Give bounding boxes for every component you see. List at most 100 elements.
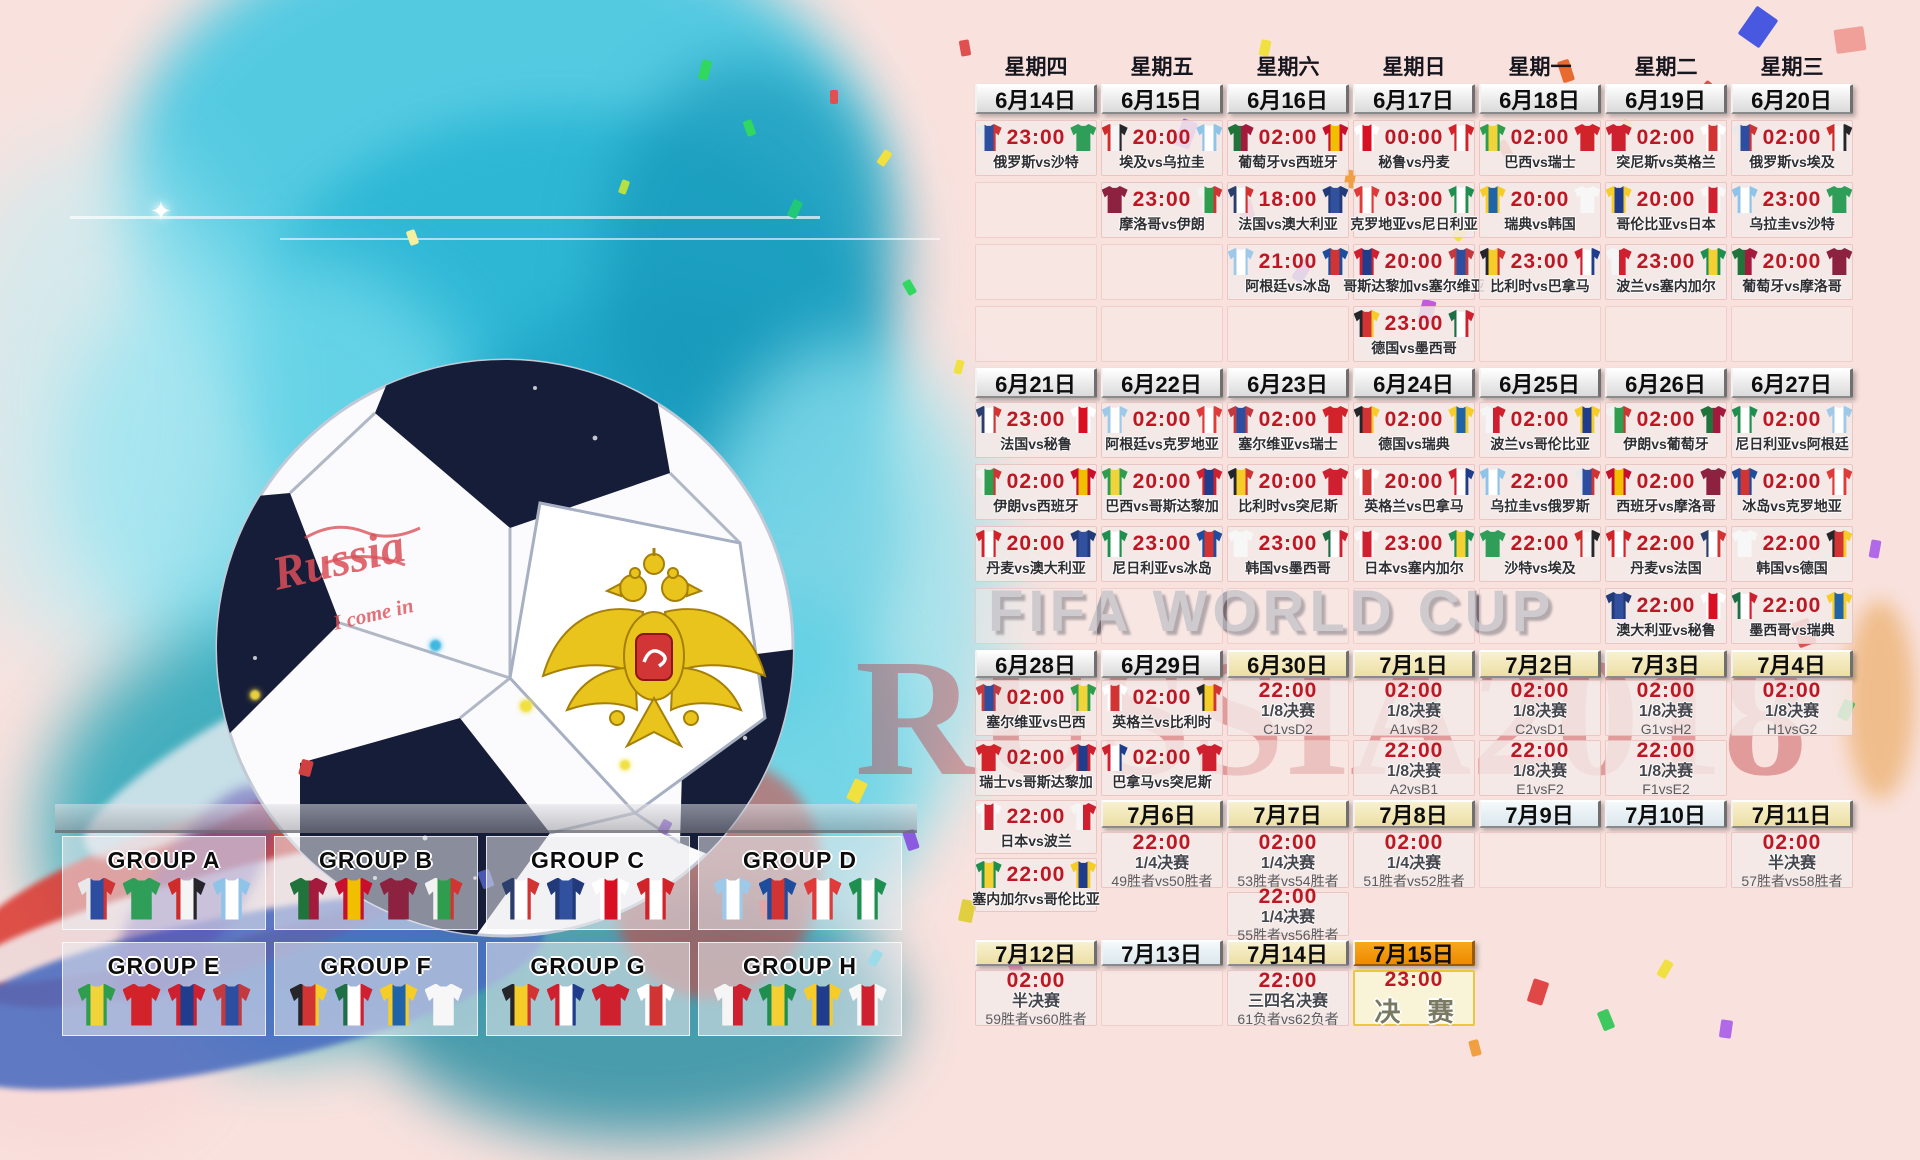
date-cell: 7月6日 [1101,800,1223,828]
confetti-piece [786,198,804,220]
match-kits-time-row: 20:00 [1731,248,1853,275]
match-kits-time-row: 02:00 [975,744,1097,771]
knockout-teams: A1vsB2 [1389,721,1439,738]
team-jersey [1070,468,1097,495]
match-time: 02:00 [1636,125,1696,149]
group-box: GROUP F [274,942,478,1036]
match-time: 23:00 [1384,531,1444,555]
match-time: 22:00 [1636,531,1696,555]
match-time: 22:00 [1762,531,1822,555]
match-teams: 伊朗vs西班牙 [993,498,1079,514]
team-jersey [1448,468,1475,495]
match-teams: 塞尔维亚vs巴西 [986,714,1086,730]
match-teams: 法国vs秘鲁 [1000,436,1072,452]
knockout-match-cell: 22:00 1/8决赛 A2vsB1 [1353,739,1475,797]
final-match-cell: 23:00 决 赛 [1353,968,1475,1027]
team-jersey [1448,530,1475,557]
group-box: GROUP H [698,942,902,1036]
confetti-piece [1526,978,1550,1006]
group-jerseys-row [713,877,887,920]
team-jersey [1479,186,1506,213]
team-jersey [1227,186,1254,213]
match-time: 03:00 [1384,187,1444,211]
match-time: 02:00 [1384,407,1444,431]
match-teams: 波兰vs哥伦比亚 [1490,436,1590,452]
team-jersey [212,983,251,1026]
group-box: GROUP A [62,836,266,930]
empty-cell [1101,970,1223,1026]
team-jersey [1479,530,1506,557]
match-time: 02:00 [1006,745,1066,769]
team-jersey [1196,186,1223,213]
match-kits-time-row: 02:00 [1605,124,1727,151]
match-kits-time-row: 02:00 [1605,406,1727,433]
match-time: 02:00 [1762,678,1822,702]
empty-cell [1479,588,1601,644]
team-jersey [1700,592,1727,619]
match-cell: 20:00 哥伦比亚vs日本 [1605,182,1727,238]
match-teams: 巴西vs哥斯达黎加 [1105,498,1219,514]
team-jersey [1353,310,1380,337]
light-streak [70,216,820,219]
date-cell: 6月20日 [1731,84,1853,114]
team-jersey [1101,684,1128,711]
match-teams: 法国vs澳大利亚 [1238,216,1338,232]
date-cell: 7月3日 [1605,650,1727,678]
match-kits-time-row: 02:00 [1227,124,1349,151]
match-time: 02:00 [1762,407,1822,431]
sparkle-star: ✦ [150,196,172,226]
weekday-label: 星期六 [1256,56,1320,79]
match-time: 20:00 [1132,125,1192,149]
group-jerseys-row [77,983,251,1026]
match-cell: 23:00 摩洛哥vs伊朗 [1101,182,1223,238]
stage-label: 1/8决赛 [1260,702,1316,720]
team-jersey [1322,124,1349,151]
match-time: 20:00 [1258,469,1318,493]
match-time: 22:00 [1006,862,1066,886]
stage-label: 1/4决赛 [1260,908,1316,926]
match-cell: 23:00 法国vs秘鲁 [975,402,1097,458]
team-jersey [501,877,540,920]
team-jersey [167,877,206,920]
match-time: 23:00 [1762,187,1822,211]
match-teams: 德国vs瑞典 [1378,436,1450,452]
match-time: 22:00 [1258,968,1318,992]
match-cell: 22:00 乌拉圭vs俄罗斯 [1479,464,1601,520]
match-time: 22:00 [1006,804,1066,828]
match-kits-time-row: 23:00 [975,406,1097,433]
match-kits-time-row: 22:00 [1479,468,1601,495]
team-jersey [1731,468,1758,495]
team-jersey [1070,803,1097,830]
knockout-match-cell: 02:00 1/8决赛 G1vsH2 [1605,679,1727,737]
team-jersey [713,877,752,920]
group-jerseys-row [713,983,887,1026]
match-teams: 丹麦vs法国 [1630,560,1702,576]
team-jersey [1227,468,1254,495]
team-jersey [758,877,797,920]
team-jersey [1605,530,1632,557]
group-title: GROUP B [319,846,433,873]
match-cell: 22:00 塞内加尔vs哥伦比亚 [972,858,1100,912]
team-jersey [803,983,842,1026]
match-time: 02:00 [1762,469,1822,493]
match-teams: 沙特vs埃及 [1504,560,1576,576]
team-jersey [501,983,540,1026]
match-kits-time-row: 22:00 [1731,530,1853,557]
match-time: 02:00 [1510,678,1570,702]
stage-label: 1/4决赛 [1386,854,1442,872]
team-jersey [591,983,630,1026]
match-time: 02:00 [1258,125,1318,149]
match-time: 02:00 [1006,685,1066,709]
team-jersey [1101,124,1128,151]
knockout-match-cell: 22:00 三四名决赛 61负者vs62负者 [1227,968,1349,1027]
date-cell: 6月17日 [1353,84,1475,114]
match-time: 22:00 [1636,738,1696,762]
match-kits-time-row: 02:00 [1731,468,1853,495]
match-time: 02:00 [1006,968,1066,992]
match-time: 02:00 [1762,125,1822,149]
match-kits-time-row: 23:00 [1101,186,1223,213]
date-cell: 6月23日 [1227,368,1349,398]
team-jersey [1731,124,1758,151]
match-teams: 德国vs墨西哥 [1371,340,1457,356]
date-cell: 7月2日 [1479,650,1601,678]
